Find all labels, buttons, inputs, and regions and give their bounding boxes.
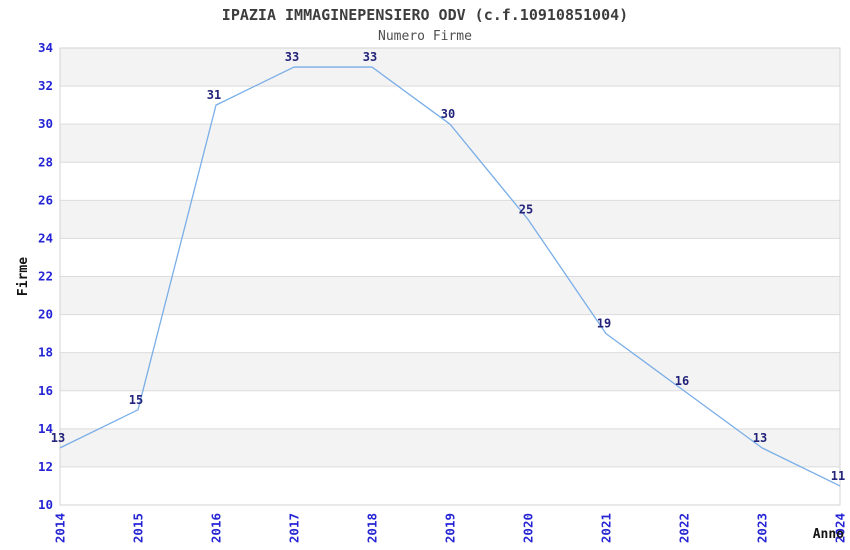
- series-line: [59, 66, 841, 487]
- y-tick-label: 20: [38, 307, 53, 322]
- point-label: 16: [675, 374, 689, 388]
- chart-title: IPAZIA IMMAGINEPENSIERO ODV (c.f.1091085…: [222, 6, 628, 24]
- y-tick-label: 30: [38, 116, 53, 131]
- x-tick-label: 2021: [599, 513, 614, 543]
- y-tick-label: 22: [38, 269, 53, 284]
- point-label: 30: [441, 107, 455, 121]
- plot-band: [60, 124, 840, 163]
- plot-band: [60, 86, 840, 125]
- y-tick-label: 34: [38, 40, 53, 55]
- plot-border: [59, 47, 841, 506]
- point-label: 19: [597, 317, 611, 331]
- point-label: 11: [831, 469, 845, 483]
- x-tick-label: 2015: [131, 513, 146, 543]
- point-label: 13: [753, 431, 767, 445]
- y-tick-label: 10: [38, 497, 53, 512]
- point-label: 15: [129, 393, 143, 407]
- x-axis-label: Anno: [813, 527, 844, 542]
- y-tick-label: 14: [38, 421, 53, 436]
- chart-subtitle: Numero Firme: [378, 29, 472, 44]
- y-tick-label: 16: [38, 383, 53, 398]
- plot-band: [60, 200, 840, 239]
- x-tick-label: 2018: [365, 513, 380, 543]
- x-tick-label: 2024: [833, 513, 848, 543]
- point-label: 25: [519, 202, 533, 216]
- y-tick-label: 24: [38, 230, 53, 245]
- x-tick-label: 2019: [443, 513, 458, 543]
- plot-band: [60, 276, 840, 315]
- plot-band: [60, 162, 840, 201]
- plot-band: [60, 428, 840, 467]
- x-tick-label: 2016: [209, 513, 224, 543]
- point-label: 13: [51, 431, 65, 445]
- plot-band: [60, 314, 840, 353]
- y-tick-label: 12: [38, 459, 53, 474]
- point-label: 31: [207, 88, 221, 102]
- point-label: 33: [285, 50, 299, 64]
- y-tick-label: 18: [38, 345, 53, 360]
- x-tick-label: 2017: [287, 513, 302, 543]
- y-axis-label: Firme: [16, 257, 31, 296]
- x-tick-label: 2023: [755, 513, 770, 543]
- point-label: 33: [363, 50, 377, 64]
- plot-band: [60, 48, 840, 87]
- x-tick-label: 2022: [677, 513, 692, 543]
- y-tick-label: 26: [38, 192, 53, 207]
- x-tick-label: 2014: [53, 513, 68, 543]
- plot-band: [60, 352, 840, 391]
- plot-band: [60, 390, 840, 429]
- plot-band: [60, 466, 840, 505]
- x-tick-label: 2020: [521, 513, 536, 543]
- plot-band: [60, 238, 840, 277]
- y-tick-label: 28: [38, 154, 53, 169]
- y-tick-label: 32: [38, 78, 53, 93]
